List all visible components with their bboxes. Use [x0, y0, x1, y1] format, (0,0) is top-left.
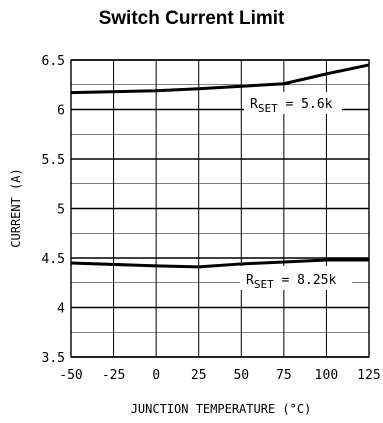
x-tick-label: 125	[357, 368, 380, 383]
tick-labels: -50 -25 0 25 50 75 100 125 3.5 4 4.5 5 5.5 6 6.5	[42, 54, 381, 383]
label-subscript: SET	[258, 102, 278, 115]
y-tick-label: 4	[57, 302, 65, 317]
y-tick-label: 6.5	[42, 54, 65, 69]
y-tick-label: 6	[57, 104, 65, 119]
x-tick-label: 100	[315, 368, 338, 383]
annotation-background	[240, 266, 352, 290]
x-axis-label: JUNCTION TEMPERATURE (°C)	[131, 402, 312, 416]
x-tick-label: 75	[276, 368, 292, 383]
x-tick-label: -50	[59, 368, 82, 383]
series-line-1	[70, 63, 370, 95]
x-tick-label: 50	[233, 368, 249, 383]
y-tick-label: 5.5	[42, 153, 65, 168]
grid	[70, 59, 370, 358]
annotation-background	[244, 92, 342, 114]
y-tick-label: 5	[57, 203, 65, 218]
y-tick-label: 3.5	[42, 351, 65, 366]
label-main: R	[246, 273, 254, 288]
label-rest: = 8.25k	[274, 273, 337, 288]
label-main: R	[250, 97, 258, 112]
x-tick-label: 0	[152, 368, 160, 383]
series-label-2: RSET = 8.25k	[246, 273, 336, 291]
series-line-2	[70, 258, 369, 269]
series-label-1: RSET = 5.6k	[250, 97, 333, 115]
label-subscript: SET	[254, 278, 274, 291]
y-axis-label: CURRENT (A)	[9, 168, 23, 247]
x-tick-label: -25	[102, 368, 125, 383]
y-tick-label: 4.5	[42, 252, 65, 267]
label-rest: = 5.6k	[278, 97, 333, 112]
x-tick-label: 25	[191, 368, 207, 383]
series-lines	[70, 63, 370, 269]
chart-title: Switch Current Limit	[98, 8, 285, 29]
